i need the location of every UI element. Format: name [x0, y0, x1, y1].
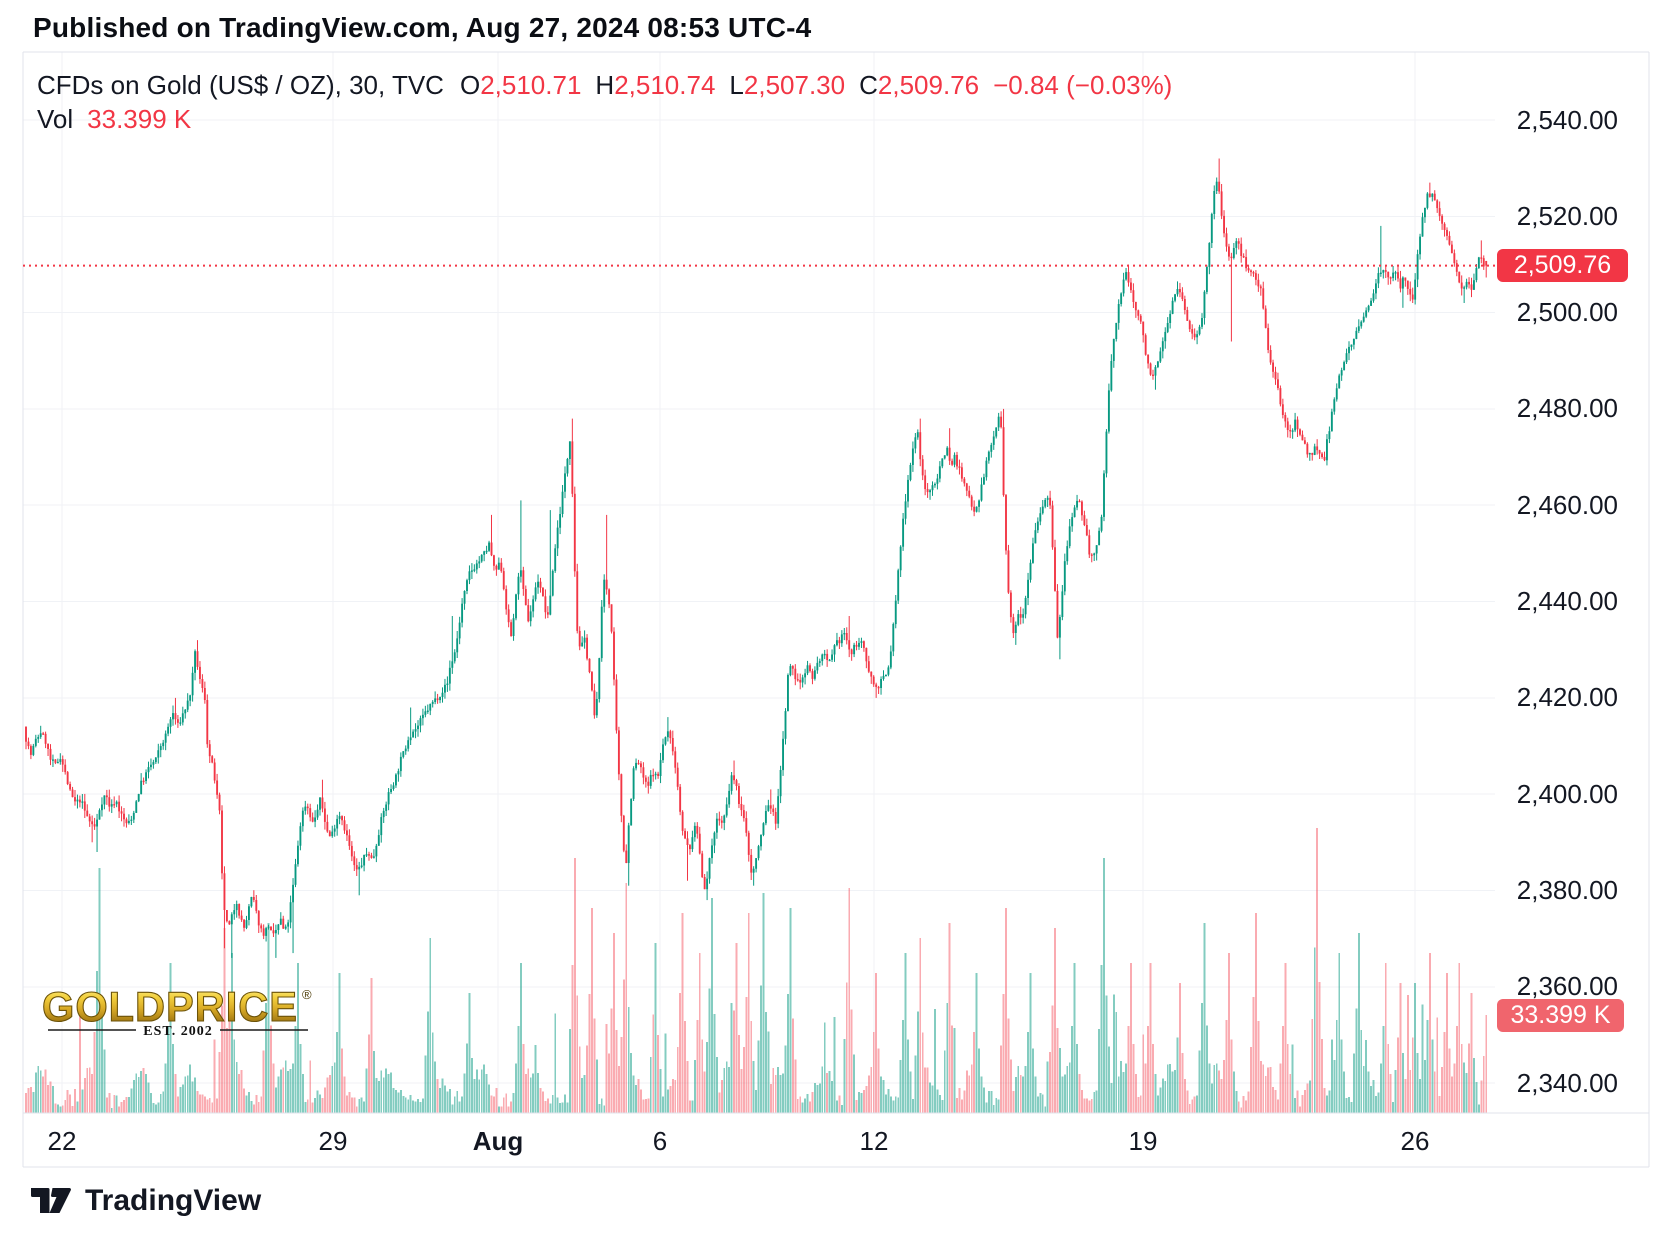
goldprice-watermark: GOLDPRICE ® EST. 2002: [41, 983, 312, 1039]
price-axis-label: 2,500.00: [1516, 297, 1618, 327]
price-axis-label: 2,380.00: [1516, 875, 1618, 905]
high-letter: H: [595, 70, 615, 100]
price-axis-label: 2,420.00: [1516, 682, 1618, 712]
high-value: 2,510.74: [614, 70, 716, 100]
last-price-badge: 2,509.76: [1497, 249, 1628, 282]
time-axis-label: 6: [652, 1126, 668, 1156]
time-axis-label: 12: [859, 1126, 889, 1156]
open-pair: O 2,510.71: [460, 70, 581, 101]
open-letter: O: [459, 70, 481, 100]
vol-label: Vol: [37, 104, 74, 134]
registered-mark-icon: ®: [302, 987, 312, 1002]
price-axis-label: 2,440.00: [1516, 586, 1618, 616]
price-axis-label: 2,480.00: [1516, 393, 1618, 423]
time-axis-label: 29: [318, 1126, 348, 1156]
price-axis-label: 2,400.00: [1516, 779, 1618, 809]
close-value: 2,509.76: [877, 70, 980, 100]
tradingview-wordmark: TradingView: [85, 1184, 262, 1217]
price-axis-label: 2,460.00: [1516, 490, 1618, 520]
symbol-description: CFDs on Gold (US$ / OZ), 30, TVC: [37, 70, 444, 100]
goldprice-logo-text: GOLDPRICE: [42, 983, 298, 1030]
est-2002-text: EST. 2002: [143, 1024, 212, 1039]
change-value: −0.84 (−0.03%): [993, 70, 1173, 100]
time-axis-label: 19: [1128, 1126, 1158, 1156]
tradingview-footer[interactable]: TradingView: [31, 1184, 261, 1218]
time-axis-label: 22: [47, 1126, 77, 1156]
price-axis-label: 2,340.00: [1516, 1068, 1618, 1098]
time-axis-label: 26: [1400, 1126, 1430, 1156]
ohlc-values: O 2,510.71 H 2,510.74 L 2,507.30 C 2,509.76 …: [460, 70, 1172, 101]
volume-legend-row: Vol 33.399 K: [37, 104, 191, 135]
low-letter: L: [729, 70, 744, 100]
legend-row: CFDs on Gold (US$ / OZ), 30, TVC O 2,510.…: [37, 70, 1172, 101]
close-letter: C: [859, 70, 878, 100]
low-value: 2,507.30: [743, 70, 846, 100]
time-axis-label: Aug: [472, 1126, 524, 1156]
published-line: Published on TradingView.com, Aug 27, 20…: [33, 12, 812, 43]
tradingview-logo-icon: [31, 1188, 71, 1213]
price-axis-label: 2,360.00: [1516, 971, 1618, 1001]
vol-value: 33.399 K: [87, 104, 192, 134]
price-axis-label: 2,540.00: [1516, 105, 1618, 135]
close-pair: C 2,509.76: [859, 70, 979, 101]
high-pair: H 2,510.74: [595, 70, 715, 101]
open-value: 2,510.71: [480, 70, 582, 100]
volume-badge: 33.399 K: [1497, 999, 1624, 1032]
price-axis-label: 2,520.00: [1516, 201, 1618, 231]
low-pair: L 2,507.30: [729, 70, 845, 101]
